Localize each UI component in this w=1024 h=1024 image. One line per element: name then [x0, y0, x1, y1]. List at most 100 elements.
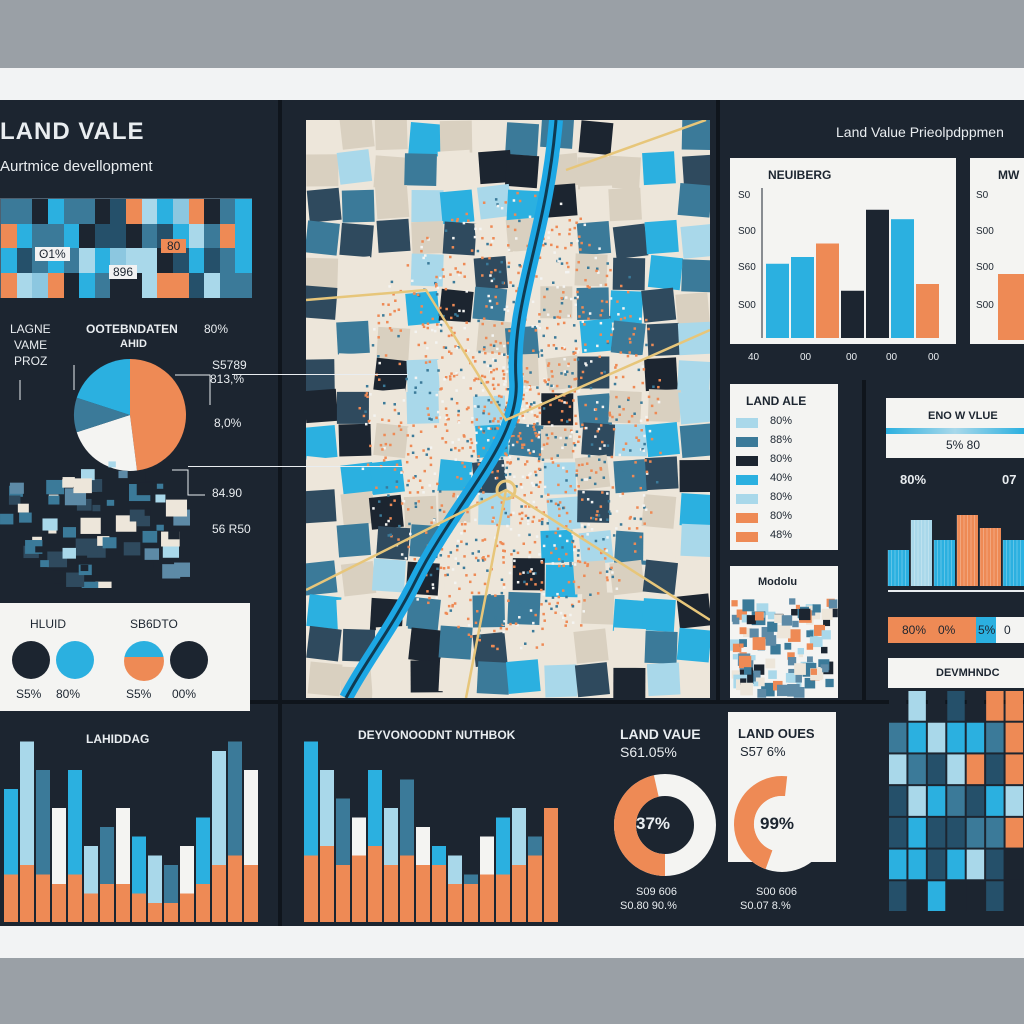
urban-dot	[535, 434, 538, 438]
urban-dot	[439, 329, 443, 333]
urban-dot	[524, 380, 527, 383]
urban-dot	[569, 564, 572, 567]
urban-dot	[455, 219, 459, 223]
urban-dot	[384, 456, 387, 459]
urban-dot	[535, 535, 539, 538]
urban-dot	[392, 293, 395, 296]
urban-dot	[581, 463, 584, 467]
bar-bottom	[116, 884, 130, 922]
urban-dot	[606, 340, 609, 343]
urban-dot	[488, 420, 492, 423]
urban-dot	[584, 403, 587, 407]
urban-dot	[600, 299, 604, 303]
urban-dot	[622, 448, 625, 451]
thumb-tile	[787, 657, 797, 666]
urban-dot	[534, 470, 537, 474]
urban-dot	[586, 533, 589, 536]
urban-dot	[551, 389, 555, 393]
urban-dot	[590, 242, 594, 246]
bar-bottom	[544, 808, 558, 922]
bar-card-1-xtick-1: 40	[748, 352, 760, 363]
urban-dot	[602, 476, 606, 479]
map-parcel	[675, 292, 710, 327]
legend-swatch	[736, 456, 758, 466]
urban-dot	[476, 501, 479, 505]
urban-dot	[538, 553, 541, 556]
map-parcel	[504, 153, 540, 189]
urban-dot	[488, 594, 491, 597]
urban-dot	[494, 198, 498, 201]
map-parcel	[340, 561, 377, 597]
urban-dot	[555, 384, 559, 388]
urban-dot	[588, 312, 592, 315]
urban-dot	[542, 243, 545, 247]
map-parcel	[679, 459, 710, 493]
urban-dot	[492, 377, 495, 380]
heat-cell	[47, 223, 64, 249]
bar-bottom	[84, 893, 98, 922]
urban-dot	[389, 503, 393, 507]
urban-dot	[523, 493, 526, 497]
map-parcel	[437, 356, 473, 392]
card1-bar-2	[816, 243, 839, 338]
urban-dot	[512, 199, 516, 202]
urban-dot	[450, 448, 453, 452]
urban-dot	[450, 316, 453, 320]
urban-dot	[444, 407, 448, 410]
urban-dot	[629, 515, 632, 519]
map-parcel	[373, 388, 409, 424]
urban-dot	[606, 262, 609, 265]
urban-dot	[639, 535, 643, 539]
urban-dot	[462, 221, 466, 225]
urban-dot	[583, 599, 586, 602]
thumb-tile	[756, 603, 769, 616]
urban-dot	[393, 499, 396, 502]
urban-dot	[502, 344, 506, 348]
thumb-tile	[732, 654, 739, 660]
mosaic-tile	[42, 518, 58, 531]
urban-dot	[615, 395, 618, 399]
urban-dot	[505, 401, 509, 405]
map-parcel	[374, 120, 408, 151]
urban-dot	[547, 236, 550, 239]
heat-cell	[94, 248, 111, 273]
donut-left-foot-2: S0.80 90.%	[620, 900, 677, 912]
urban-dot	[462, 434, 466, 437]
urban-dot	[659, 451, 662, 455]
urban-dot	[481, 539, 484, 542]
urban-dot	[563, 357, 566, 361]
urban-dot	[456, 539, 460, 543]
urban-dot	[450, 372, 453, 375]
urban-dot	[570, 297, 573, 301]
donut-right-foot-1: S00 606	[756, 886, 797, 898]
urban-dot	[496, 469, 499, 473]
urban-dot	[543, 485, 547, 489]
pie-left-label-1: LAGNE	[10, 322, 51, 336]
urban-dot	[559, 202, 563, 206]
urban-dot	[455, 401, 459, 405]
heat-cell	[16, 248, 33, 273]
dev-cell	[986, 722, 1004, 753]
map-parcel	[336, 523, 371, 558]
urban-dot	[474, 556, 478, 560]
map-parcel	[376, 218, 411, 253]
pie-left-label-3: PROZ	[14, 354, 48, 368]
urban-dot	[444, 423, 447, 426]
mosaic-tile	[165, 499, 188, 517]
urban-dot	[400, 471, 403, 474]
urban-dot	[557, 464, 560, 467]
urban-dot	[569, 429, 573, 432]
mosaic-tile	[9, 482, 24, 494]
map-parcel	[647, 255, 684, 291]
dev-cell	[947, 786, 965, 816]
urban-dot	[481, 322, 484, 326]
bar-card-1-xtick-4: 00	[886, 352, 898, 363]
urban-dot	[561, 589, 565, 592]
map-parcel	[573, 628, 609, 664]
urban-dot	[517, 534, 521, 537]
textured-bar	[1003, 540, 1024, 586]
urban-dot	[574, 303, 577, 307]
urban-dot	[496, 400, 499, 404]
urban-dot	[408, 522, 411, 526]
urban-dot	[444, 375, 448, 379]
